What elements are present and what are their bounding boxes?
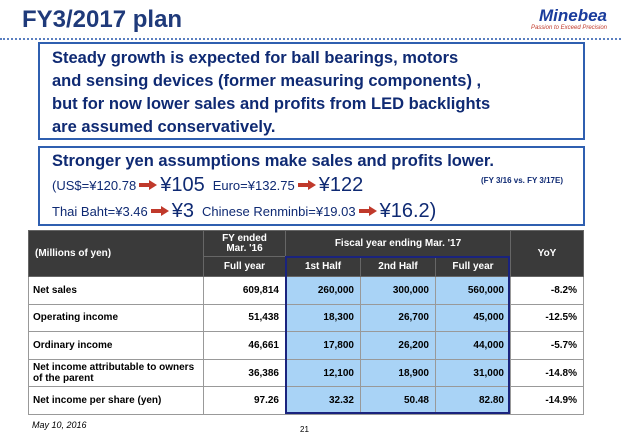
row-label: Net sales	[28, 276, 204, 305]
logo: Minebea	[538, 6, 607, 25]
cell: 18,300	[285, 303, 361, 333]
row-label: Ordinary income	[28, 331, 204, 360]
page-number: 21	[300, 425, 309, 434]
cell: -5.7%	[510, 331, 584, 360]
cell: -8.2%	[510, 276, 584, 305]
rate-to: ¥105	[160, 173, 205, 196]
cell: 45,000	[435, 303, 511, 333]
arrow	[297, 180, 316, 190]
cell: 609,814	[203, 276, 286, 305]
fx-note: (FY 3/16 vs. FY 3/17E)	[481, 176, 563, 185]
slide-title: FY3/2017 plan	[22, 6, 183, 33]
cell: 46,661	[203, 331, 286, 360]
table-row: Net income per share (yen) 97.26 32.32 50.4…	[28, 386, 584, 415]
summary-line: Steady growth is expected for ball beari…	[52, 49, 459, 67]
rate-from: Euro=¥132.75	[212, 177, 295, 193]
cell: 32.32	[285, 386, 361, 415]
cell: 44,000	[435, 331, 511, 360]
col-heading: Full year	[435, 256, 511, 277]
cell: 18,900	[360, 358, 436, 388]
cell: 82.80	[435, 386, 511, 415]
cell: -14.8%	[510, 358, 584, 388]
highlight-frame	[285, 256, 510, 414]
cell: -12.5%	[510, 303, 584, 333]
rate-from: Chinese Renminbi=¥19.03	[202, 203, 356, 219]
fx-line: (US$=¥120.78 ¥105 Euro=¥132.75 ¥122 (FY 3/16…	[52, 172, 583, 198]
rate-from: Thai Baht=¥3.46	[52, 203, 148, 219]
cell: 36,386	[203, 358, 286, 388]
summary-line: and sensing devices (former measuring co…	[52, 72, 482, 90]
rate-to: ¥3	[171, 199, 195, 222]
arrow	[358, 206, 377, 216]
summary-line: are assumed conservatively.	[52, 118, 276, 136]
cell: -14.9%	[510, 386, 584, 415]
summary-line: but for now lower sales and profits from…	[52, 95, 491, 113]
cell: 300,000	[360, 276, 436, 305]
row-label: Operating income	[28, 303, 204, 333]
fx-line: Thai Baht=¥3.46 ¥3 Chinese Renminbi=¥19.03…	[52, 198, 583, 224]
table-row: Ordinary income 46,661 17,800 26,200 44,000-…	[28, 331, 584, 360]
rate-from: (US$=¥120.78	[52, 177, 137, 193]
cell: 51,438	[203, 303, 286, 333]
unit: (Millions of yen)	[28, 230, 204, 277]
plan-heading: Fiscal year ending Mar. '17	[285, 230, 511, 257]
yoy-heading: YoY	[510, 230, 584, 277]
plan-table: (Millions of yen) FY ended Mar. '16 Fisc…	[28, 230, 584, 415]
rate-to: ¥16.2)	[379, 199, 437, 222]
row-label: Net income attributable to owners of the…	[28, 358, 204, 388]
cell: 97.26	[203, 386, 286, 415]
table-row: Net sales 609,814 260,000 300,000 560,000 -8.…	[28, 276, 584, 305]
arrow	[150, 206, 169, 216]
table-row: Operating income 51,438 18,300 26,700 45,000…	[28, 303, 584, 333]
fx-box: Stronger yen assumptions make sales and …	[38, 146, 585, 226]
fx-heading: Stronger yen assumptions make sales and …	[52, 152, 494, 170]
cell: 560,000	[435, 276, 511, 305]
table-row: Net income attributable to owners of the…	[28, 358, 584, 388]
row-label: Net income per share (yen)	[28, 386, 204, 415]
arrow	[139, 180, 158, 190]
cell: 26,200	[360, 331, 436, 360]
prior-heading: FY ended Mar. '16	[203, 230, 286, 257]
cell: 50.48	[360, 386, 436, 415]
summary-box: Steady growth is expected for ball beari…	[38, 42, 585, 140]
divider	[0, 38, 621, 40]
footer-date: May 10, 2016	[32, 420, 87, 430]
tagline: Passion to Exceed Precision	[530, 25, 607, 31]
rate-to: ¥122	[318, 173, 364, 196]
prior-sub: Full year	[203, 256, 286, 277]
